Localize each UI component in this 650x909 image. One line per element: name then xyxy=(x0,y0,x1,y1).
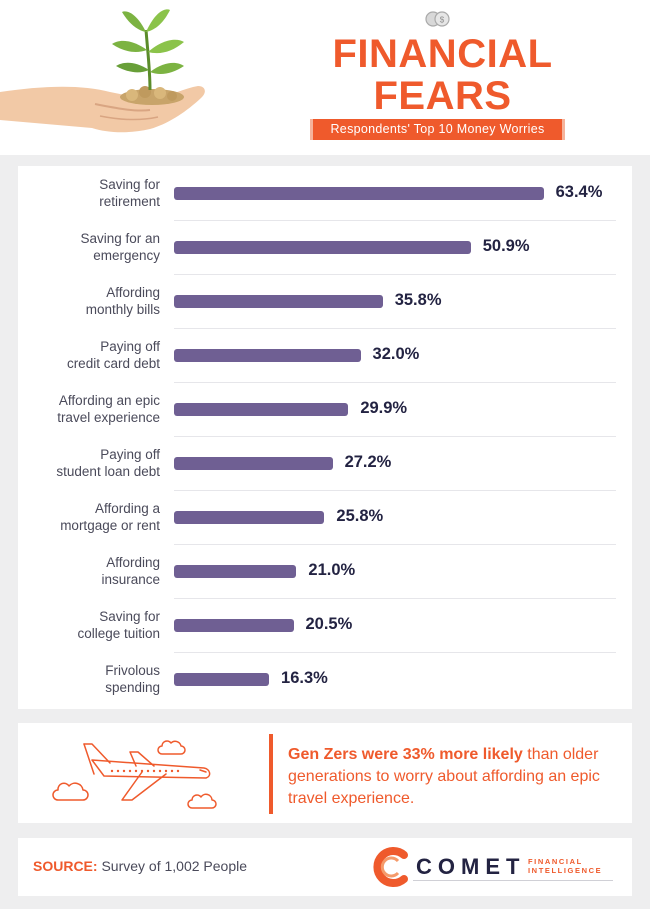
row-divider xyxy=(174,274,616,275)
row-divider xyxy=(174,598,616,599)
value-label: 63.4% xyxy=(555,183,603,201)
cloud-icon xyxy=(52,782,89,801)
category-label-line: Affording xyxy=(106,555,160,570)
row-divider xyxy=(174,328,616,329)
category-label-line: student loan debt xyxy=(56,464,160,479)
source-card xyxy=(18,838,632,896)
category-label-line: Frivolous xyxy=(105,663,160,678)
source-line: SOURCE: Survey of 1,002 People xyxy=(33,858,247,874)
bar xyxy=(174,565,297,578)
note-accent-bar xyxy=(269,734,273,814)
category-label-line: travel experience xyxy=(57,410,160,425)
row-divider xyxy=(174,220,616,221)
category-label-line: Paying off xyxy=(100,447,160,462)
category-label: Paying off student loan debt xyxy=(0,446,160,480)
page-title-line1: FINANCIAL xyxy=(332,32,553,76)
airplane-icon xyxy=(52,740,217,809)
source-label: SOURCE: xyxy=(33,858,98,874)
category-label-line: emergency xyxy=(93,248,160,263)
bar xyxy=(174,673,270,686)
category-label-line: mortgage or rent xyxy=(60,518,160,533)
category-label: Frivolous spending xyxy=(0,662,160,696)
category-label-line: Paying off xyxy=(100,339,160,354)
note-highlight: Gen Zers were 33% more likely xyxy=(288,746,523,763)
value-label: 20.5% xyxy=(305,615,353,633)
bar xyxy=(174,619,294,632)
category-label-line: insurance xyxy=(101,572,160,587)
note-rest: than older generations to worry about af… xyxy=(288,746,600,807)
comet-logo-icon xyxy=(373,847,408,887)
bar xyxy=(174,403,349,416)
svg-text:$: $ xyxy=(440,16,445,25)
cloud-icon xyxy=(187,793,217,809)
coins-icon: $ xyxy=(425,11,450,27)
value-label: 27.2% xyxy=(344,453,392,471)
bar xyxy=(174,295,383,308)
value-label: 21.0% xyxy=(308,561,356,579)
category-label-line: Saving for an xyxy=(80,231,160,246)
source-text: Survey of 1,002 People xyxy=(97,858,247,874)
bar xyxy=(174,457,333,470)
logo-rule xyxy=(413,880,613,881)
value-label: 35.8% xyxy=(394,291,442,309)
chart-card xyxy=(18,166,632,709)
category-label-line: monthly bills xyxy=(85,302,160,317)
bar xyxy=(174,349,361,362)
category-label: Saving for an emergency xyxy=(0,230,160,264)
value-label: 25.8% xyxy=(336,507,384,525)
value-label: 16.3% xyxy=(281,669,328,687)
logo-sub-line2: INTELLIGENCE xyxy=(528,866,603,875)
category-label-line: Affording xyxy=(106,285,160,300)
category-label: Affording a mortgage or rent xyxy=(0,500,160,534)
category-label: Affording an epic travel experience xyxy=(0,392,160,426)
category-label-line: Affording a xyxy=(94,501,160,516)
row-divider xyxy=(174,652,616,653)
row-divider xyxy=(174,490,616,491)
note-card xyxy=(18,723,632,823)
row-divider xyxy=(174,436,616,437)
page-title-line2: FEARS xyxy=(373,74,512,118)
value-label: 29.9% xyxy=(360,399,408,417)
category-label-line: Saving for xyxy=(99,609,160,624)
header: $ FINANCIAL FEARS Respondents' Top 10 Mo… xyxy=(0,0,650,155)
row-divider xyxy=(174,382,616,383)
logo-sub-line1: FINANCIAL xyxy=(528,857,583,866)
cloud-icon xyxy=(157,740,186,755)
bar xyxy=(174,187,544,200)
category-label: Affording monthly bills xyxy=(0,284,160,318)
category-label: Saving for retirement xyxy=(0,176,160,210)
logo-subtitle: FINANCIAL INTELLIGENCE xyxy=(528,857,602,875)
category-label-line: retirement xyxy=(99,194,160,209)
value-label: 32.0% xyxy=(372,345,420,363)
category-label-line: Affording an epic xyxy=(58,393,160,408)
category-label: Affording insurance xyxy=(0,554,160,588)
category-label: Saving for college tuition xyxy=(0,608,160,642)
row-divider xyxy=(174,544,616,545)
plant-in-hand-icon xyxy=(0,9,205,133)
note-text: Gen Zers were 33% more likely than older… xyxy=(288,744,628,810)
category-label-line: spending xyxy=(105,680,160,695)
category-label-line: college tuition xyxy=(77,626,160,641)
value-label: 50.9% xyxy=(482,237,530,255)
bar xyxy=(174,511,325,524)
category-label-line: credit card debt xyxy=(66,356,160,371)
page-subtitle: Respondents' Top 10 Money Worries xyxy=(310,119,565,140)
category-label: Paying off credit card debt xyxy=(0,338,160,372)
category-label-line: Saving for xyxy=(99,177,160,192)
bar xyxy=(174,241,471,254)
logo-wordmark: COMET xyxy=(416,854,526,879)
